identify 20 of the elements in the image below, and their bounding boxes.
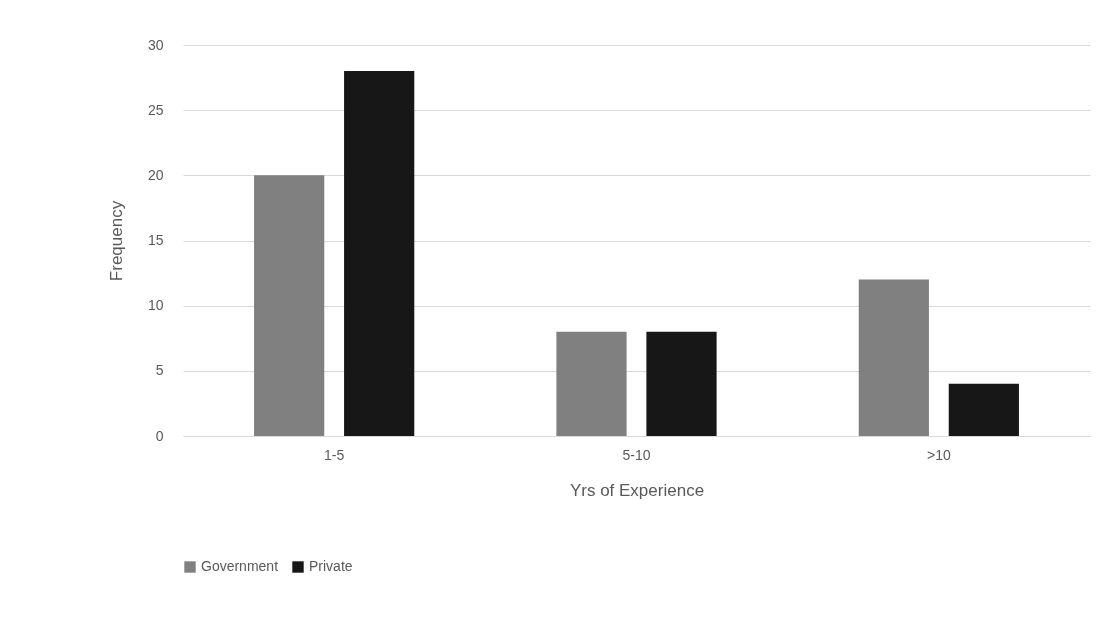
bar [344,71,415,436]
y-tick-label: 10 [147,297,164,314]
y-axis-title: Frequency [106,200,126,282]
x-tick-label: 5-10 [622,446,651,463]
y-tick-label: 0 [155,427,164,444]
bar [858,279,929,436]
bar [254,175,325,436]
y-tick-label: 15 [147,232,164,248]
x-axis-title: Yrs of Experience [569,480,705,500]
y-tick-label: 25 [147,101,164,118]
x-tick-label: >10 [926,446,951,463]
y-tick-label: 20 [147,166,164,183]
bar [556,331,627,436]
bar [948,383,1019,436]
legend-label: Government [201,558,279,574]
bar [646,331,717,436]
legend-label: Private [309,558,353,574]
y-tick-label: 30 [147,36,164,53]
y-tick-label: 5 [155,362,164,379]
x-tick-label: 1-5 [324,446,345,463]
